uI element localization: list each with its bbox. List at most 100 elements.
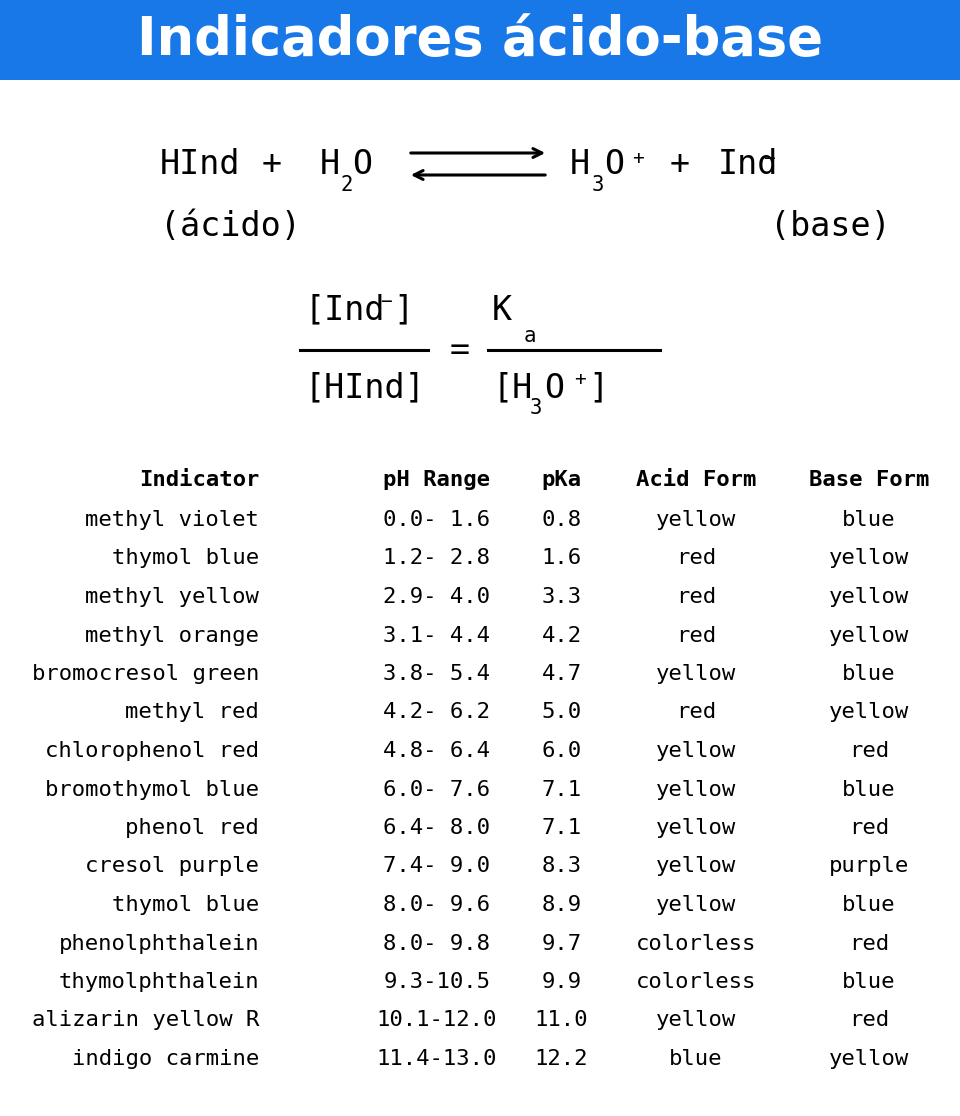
Text: Indicator: Indicator <box>139 470 259 490</box>
Text: blue: blue <box>842 664 896 684</box>
Bar <box>0 0 960 80</box>
Text: +: + <box>670 148 690 182</box>
Text: 5.0: 5.0 <box>541 702 582 722</box>
Text: Indicadores ácido-base: Indicadores ácido-base <box>137 15 823 66</box>
Text: methyl red: methyl red <box>126 702 259 722</box>
Text: yellow: yellow <box>656 818 736 838</box>
Text: methyl violet: methyl violet <box>85 510 259 530</box>
Text: O: O <box>544 372 564 404</box>
Text: +: + <box>262 148 282 182</box>
Text: Base Form: Base Form <box>808 470 929 490</box>
Text: 3: 3 <box>530 398 542 418</box>
Text: −: − <box>380 292 392 311</box>
Text: red: red <box>849 933 889 953</box>
Text: 12.2: 12.2 <box>535 1049 588 1069</box>
Text: bromothymol blue: bromothymol blue <box>45 779 259 799</box>
Text: a: a <box>524 326 537 346</box>
Text: H: H <box>570 148 590 182</box>
Text: 2.9- 4.0: 2.9- 4.0 <box>383 587 491 607</box>
Text: O: O <box>352 148 372 182</box>
Text: =: = <box>450 334 470 366</box>
Text: 8.3: 8.3 <box>541 856 582 876</box>
Text: 6.0: 6.0 <box>541 741 582 761</box>
Text: 3.1- 4.4: 3.1- 4.4 <box>383 625 491 645</box>
Text: 7.1: 7.1 <box>541 779 582 799</box>
Text: colorless: colorless <box>636 933 756 953</box>
Text: indigo carmine: indigo carmine <box>72 1049 259 1069</box>
Text: red: red <box>676 702 716 722</box>
Text: 4.8- 6.4: 4.8- 6.4 <box>383 741 491 761</box>
Text: red: red <box>849 818 889 838</box>
Text: yellow: yellow <box>656 741 736 761</box>
Text: pH Range: pH Range <box>383 470 491 490</box>
Text: 4.2- 6.2: 4.2- 6.2 <box>383 702 491 722</box>
Text: blue: blue <box>669 1049 723 1069</box>
Text: 2: 2 <box>340 175 352 195</box>
Text: blue: blue <box>842 972 896 992</box>
Text: 1.6: 1.6 <box>541 548 582 568</box>
Text: blue: blue <box>842 895 896 915</box>
Text: ]: ] <box>588 372 608 404</box>
Text: yellow: yellow <box>656 1010 736 1030</box>
Text: 9.7: 9.7 <box>541 933 582 953</box>
Text: +: + <box>574 371 586 389</box>
Text: [HInd]: [HInd] <box>304 372 424 404</box>
Text: 6.4- 8.0: 6.4- 8.0 <box>383 818 491 838</box>
Text: 3.3: 3.3 <box>541 587 582 607</box>
Text: yellow: yellow <box>656 779 736 799</box>
Text: phenol red: phenol red <box>126 818 259 838</box>
Text: 8.0- 9.6: 8.0- 9.6 <box>383 895 491 915</box>
Text: +: + <box>632 150 643 169</box>
Text: K: K <box>492 294 512 327</box>
Text: 7.1: 7.1 <box>541 818 582 838</box>
Text: yellow: yellow <box>656 856 736 876</box>
Text: [H: [H <box>492 372 532 404</box>
Text: (ácido): (ácido) <box>160 211 300 243</box>
Text: yellow: yellow <box>656 664 736 684</box>
Text: 11.4-13.0: 11.4-13.0 <box>376 1049 497 1069</box>
Text: 0.0- 1.6: 0.0- 1.6 <box>383 510 491 530</box>
Text: blue: blue <box>842 779 896 799</box>
Text: O: O <box>604 148 624 182</box>
Text: ]: ] <box>393 294 413 327</box>
Text: H: H <box>320 148 340 182</box>
Text: yellow: yellow <box>656 895 736 915</box>
Text: 0.8: 0.8 <box>541 510 582 530</box>
Text: 7.4- 9.0: 7.4- 9.0 <box>383 856 491 876</box>
Text: 8.9: 8.9 <box>541 895 582 915</box>
Text: red: red <box>849 741 889 761</box>
Text: red: red <box>676 625 716 645</box>
Text: red: red <box>676 587 716 607</box>
Text: chlorophenol red: chlorophenol red <box>45 741 259 761</box>
Text: methyl yellow: methyl yellow <box>85 587 259 607</box>
Text: thymolphthalein: thymolphthalein <box>59 972 259 992</box>
Text: Ind: Ind <box>718 148 779 182</box>
Text: methyl orange: methyl orange <box>85 625 259 645</box>
Text: 3.8- 5.4: 3.8- 5.4 <box>383 664 491 684</box>
Text: colorless: colorless <box>636 972 756 992</box>
Text: 9.9: 9.9 <box>541 972 582 992</box>
Text: purple: purple <box>828 856 909 876</box>
Text: 11.0: 11.0 <box>535 1010 588 1030</box>
Text: 4.2: 4.2 <box>541 625 582 645</box>
Text: yellow: yellow <box>656 510 736 530</box>
Text: cresol purple: cresol purple <box>85 856 259 876</box>
Text: 4.7: 4.7 <box>541 664 582 684</box>
Text: 6.0- 7.6: 6.0- 7.6 <box>383 779 491 799</box>
Text: thymol blue: thymol blue <box>112 548 259 568</box>
Text: 1.2- 2.8: 1.2- 2.8 <box>383 548 491 568</box>
Text: HInd: HInd <box>160 148 241 182</box>
Text: alizarin yellow R: alizarin yellow R <box>32 1010 259 1030</box>
Text: bromocresol green: bromocresol green <box>32 664 259 684</box>
Text: 9.3-10.5: 9.3-10.5 <box>383 972 491 992</box>
Text: 3: 3 <box>592 175 605 195</box>
Text: yellow: yellow <box>828 548 909 568</box>
Text: thymol blue: thymol blue <box>112 895 259 915</box>
Text: yellow: yellow <box>828 1049 909 1069</box>
Text: phenolphthalein: phenolphthalein <box>59 933 259 953</box>
Text: red: red <box>676 548 716 568</box>
Text: −: − <box>763 150 775 169</box>
Text: 10.1-12.0: 10.1-12.0 <box>376 1010 497 1030</box>
Text: yellow: yellow <box>828 587 909 607</box>
Text: yellow: yellow <box>828 625 909 645</box>
